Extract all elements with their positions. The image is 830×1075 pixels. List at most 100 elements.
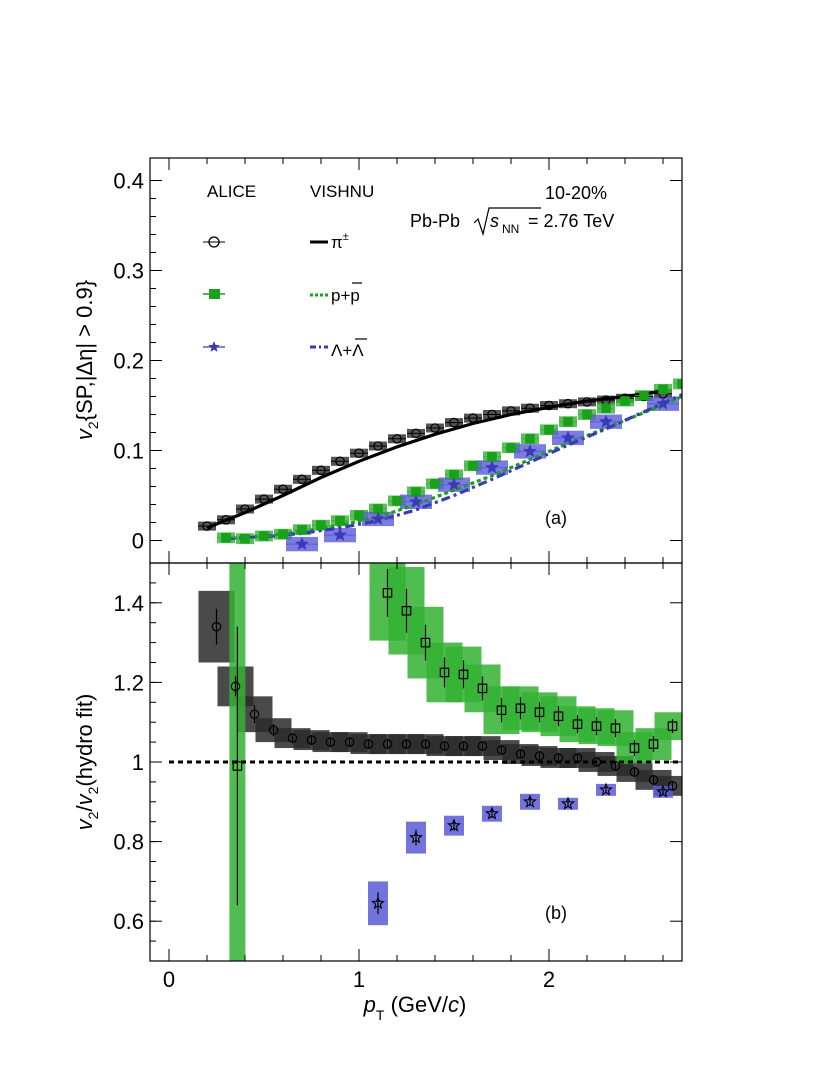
point-b-pion-10 [401,739,412,749]
point-b-pion-2 [249,709,260,720]
point-b-pion-15 [496,745,507,755]
legend-header-vishnu: VISHNU [310,182,374,201]
point-a-proton-3 [278,529,288,539]
panel-a-points [198,379,682,551]
xtick-label-2: 2 [543,967,555,992]
ytick-label-a-1: 0.1 [113,439,144,464]
point-a-lambda-9 [656,396,670,410]
point-a-proton-7 [354,510,364,521]
point-a-lambda-0 [295,536,309,551]
panel-b-ticks: 0.6 0.8 1 1.2 1.4 0 1 2 [113,562,682,992]
point-b-pion-21 [610,761,621,771]
point-a-pion-19 [563,398,573,409]
point-b-proton-4 [439,667,450,678]
point-a-pion-11 [411,428,421,439]
point-b-lambda-7 [656,784,670,798]
point-b-pion-23 [648,775,659,785]
point-b-pion-17 [534,751,545,761]
point-b-lambda-0 [371,896,385,910]
point-b-proton-14 [629,743,640,753]
point-a-pion-18 [544,400,554,411]
point-b-proton-12 [591,721,602,731]
legend-label-pion: π± [331,231,349,252]
point-a-proton-1 [240,533,250,544]
point-b-pion-24 [667,781,678,791]
point-a-proton-15 [506,443,516,453]
point-b-lambda-2 [447,818,461,832]
point-a-pion-16 [506,406,516,416]
point-b-lambda-3 [485,806,499,820]
model-curve-pion [206,389,664,530]
point-a-proton-17 [544,425,554,435]
point-a-pion-14 [468,413,478,423]
point-b-lambda-4 [523,794,537,808]
legend-header-alice: ALICE [207,182,256,201]
sqrt-sign: s NN [473,207,541,237]
point-a-pion-0 [202,521,212,531]
point-b-pion-16 [515,749,526,759]
svg-text:s: s [490,211,499,231]
point-b-proton-6 [477,683,488,694]
panel-a-bands [198,378,682,552]
point-b-pion-22 [629,767,640,777]
point-b-proton-9 [534,707,545,718]
xtick-label-1: 1 [353,967,365,992]
point-a-proton-2 [259,531,269,541]
panel-b-ylabel: v2/v2(hydro fit) [72,694,101,831]
point-b-proton-8 [515,703,526,714]
point-b-pion-7 [344,737,355,747]
point-a-proton-21 [620,396,630,406]
ytick-label-b-0: 0.6 [113,909,144,934]
point-b-proton-10 [553,711,564,722]
panel-a-model-curves [206,389,682,541]
point-b-proton-5 [458,669,469,680]
point-a-proton-19 [582,409,592,420]
point-a-pion-2 [240,504,250,514]
point-a-pion-8 [354,448,364,458]
point-b-proton-1 [382,588,393,598]
point-a-proton-4 [297,524,307,535]
point-a-pion-5 [297,474,307,485]
ytick-label-a-0: 0 [132,529,144,554]
point-b-proton-0 [232,761,243,771]
point-a-proton-22 [639,390,649,401]
svg-text:NN: NN [502,222,519,236]
ytick-label-b-2: 1 [132,750,144,775]
point-b-pion-14 [477,741,488,751]
legend-label-proton: p+p [331,286,360,305]
point-a-pion-6 [316,465,326,476]
panel-a-ylabel: v2{SP,|Δη| > 0.9} [72,280,101,440]
ytick-label-b-1: 0.8 [113,830,144,855]
point-a-pion-15 [487,409,497,420]
x-axis-label: pT (GeV/c) [363,992,467,1023]
point-b-proton-15 [648,739,659,749]
xtick-label-0: 0 [163,967,175,992]
point-a-pion-12 [430,423,440,433]
centrality-label: 10-20% [545,183,607,203]
point-a-proton-11 [430,479,440,489]
point-a-pion-13 [449,417,459,428]
point-a-proton-13 [468,461,478,471]
point-a-lambda-8 [599,414,613,428]
point-a-lambda-4 [447,477,461,491]
ytick-label-b-3: 1.2 [113,670,144,695]
point-b-pion-18 [553,753,564,763]
point-a-pion-9 [373,441,383,451]
point-a-proton-6 [335,515,345,526]
collision-system-label: Pb-Pb [410,211,460,231]
legend-entry-lambda: Λ+Λ [203,338,367,360]
point-a-proton-14 [487,452,497,462]
model-curve-proton [225,395,682,541]
point-a-proton-18 [563,416,573,427]
point-a-lambda-5 [485,460,499,474]
point-b-pion-1 [230,681,241,692]
point-a-lambda-3 [409,494,423,508]
point-b-proton-13 [610,723,621,733]
legend-entry-pion: π± [203,231,349,252]
panel-a-ticks: 0 0.1 0.2 0.3 0.4 [113,158,682,563]
point-b-pion-9 [382,739,393,749]
point-a-pion-7 [335,456,345,467]
panel-b-points [211,568,678,915]
model-curve-lambda [225,393,682,541]
